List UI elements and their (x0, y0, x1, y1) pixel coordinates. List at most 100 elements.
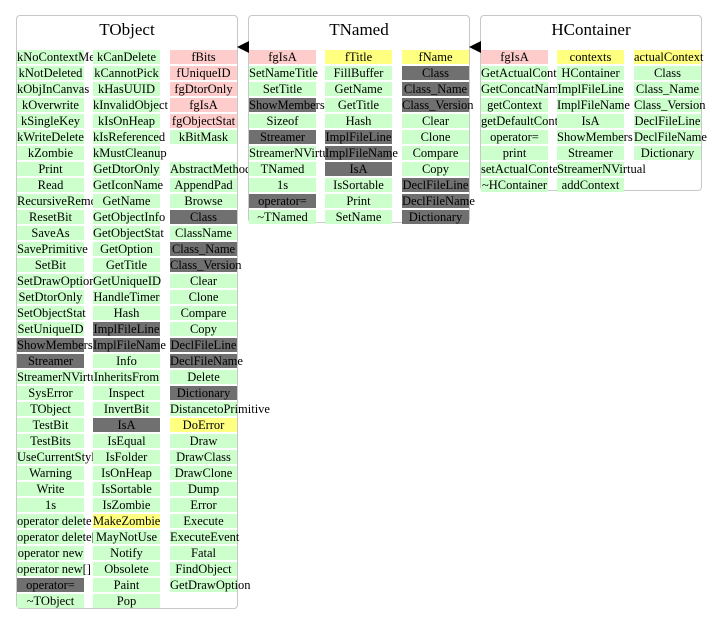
member-showmembers: ShowMembers (557, 130, 633, 144)
member-operator-delete: operator delete[] (17, 530, 100, 544)
member-draw: Draw (170, 434, 237, 448)
member-dictionary: Dictionary (170, 386, 237, 400)
member-tnamed: TNamed (249, 162, 316, 176)
member-implfilename: ImplFileName (557, 98, 630, 112)
member-fgisa: fgIsA (481, 50, 548, 64)
member-hcontainer: HContainer (557, 66, 624, 80)
member-dictionary: Dictionary (402, 210, 469, 224)
member-getuniqueid: GetUniqueID (93, 274, 162, 288)
member-implfileline: ImplFileLine (325, 130, 392, 144)
member-resetbit: ResetBit (17, 210, 84, 224)
member-inheritsfrom: InheritsFrom (93, 370, 160, 384)
member-isa: IsA (325, 162, 392, 176)
member-showmembers: ShowMembers (249, 98, 325, 112)
member-warning: Warning (17, 466, 84, 480)
member-funiqueid: fUniqueID (170, 66, 237, 80)
member-kbitmask: kBitMask (170, 130, 237, 144)
member-getoption: GetOption (93, 242, 160, 256)
member-copy: Copy (170, 322, 237, 336)
member-getobjectinfo: GetObjectInfo (93, 210, 166, 224)
member-notify: Notify (93, 546, 160, 560)
member-read: Read (17, 178, 84, 192)
member-class: Class (402, 66, 469, 80)
member-obsolete: Obsolete (93, 562, 160, 576)
member-delete: Delete (170, 370, 237, 384)
member-knocontextmenu: kNoContextMenu (17, 50, 108, 64)
member-setactualcontext: setActualContext (481, 162, 568, 176)
member-write: Write (17, 482, 84, 496)
member-distancetoprimitive: DistancetoPrimitive (170, 402, 270, 416)
member-handletimer: HandleTimer (93, 290, 160, 304)
member-appendpad: AppendPad (170, 178, 237, 192)
member-drawclass: DrawClass (170, 450, 237, 464)
member-implfilename: ImplFileName (325, 146, 398, 160)
member-syserror: SysError (17, 386, 84, 400)
member-issortable: IsSortable (325, 178, 392, 192)
member-implfilename: ImplFileName (93, 338, 166, 352)
member-streamernvirtual: StreamerNVirtual (249, 146, 338, 160)
member-operator: operator= (481, 130, 548, 144)
class-box-tobject: TObject kNoContextMenu kNotDeleted kObjInC… (16, 15, 270, 609)
member-testbits: TestBits (17, 434, 84, 448)
member-declfilename: DeclFileName (170, 354, 243, 368)
member-tnamed: ~TNamed (249, 210, 316, 224)
member-getconcatname: GetConcatName (481, 82, 565, 96)
member-compare: Compare (170, 306, 237, 320)
member-paint: Paint (93, 578, 160, 592)
member-setuniqueid: SetUniqueID (17, 322, 84, 336)
member-executeevent: ExecuteEvent (170, 530, 240, 544)
member-showmembers: ShowMembers (17, 338, 93, 352)
member-implfileline: ImplFileLine (93, 322, 160, 336)
member-class-version: Class_Version (402, 98, 474, 112)
member-kobjincanvas: kObjInCanvas (17, 82, 90, 96)
member-class-version: Class_Version (170, 258, 242, 272)
inheritance-arrow-tnamed-tobject (237, 41, 249, 53)
member-class-version: Class_Version (634, 98, 706, 112)
member-tobject: ~TObject (17, 594, 84, 608)
member-setname: SetName (325, 210, 392, 224)
member-gettitle: GetTitle (325, 98, 392, 112)
member-kwritedelete: kWriteDelete (17, 130, 84, 144)
member-declfileline: DeclFileLine (170, 338, 237, 352)
member-getdefaultcontext: getDefaultContext (481, 114, 574, 128)
member-operator: operator= (17, 578, 84, 592)
member-kzombie: kZombie (17, 146, 84, 160)
member-1s: 1s (17, 498, 84, 512)
member-dump: Dump (170, 482, 237, 496)
member-setdrawoption: SetDrawOption (17, 274, 96, 288)
member-streamernvirtual: StreamerNVirtual (17, 370, 106, 384)
member-class: Class (170, 210, 237, 224)
member-fgobjectstat: fgObjectStat (170, 114, 237, 128)
member-actualcontext: actualContext (634, 50, 704, 64)
member-declfileline: DeclFileLine (634, 114, 701, 128)
member-operator-new: operator new[] (17, 562, 91, 576)
member-contexts: contexts (557, 50, 624, 64)
member-copy: Copy (402, 162, 469, 176)
member-getobjectstat: GetObjectStat (93, 226, 164, 240)
class-title: TObject (99, 20, 155, 39)
member-fgisa: fgIsA (249, 50, 316, 64)
member-maynotuse: MayNotUse (93, 530, 160, 544)
member-kisonheap: kIsOnHeap (93, 114, 160, 128)
member-invertbit: InvertBit (93, 402, 160, 416)
member-print: print (481, 146, 548, 160)
member-doerror: DoError (170, 418, 237, 432)
member-kmustcleanup: kMustCleanup (93, 146, 167, 160)
member-error: Error (170, 498, 237, 512)
member-class: Class (634, 66, 701, 80)
member-kisreferenced: kIsReferenced (93, 130, 166, 144)
member-fbits: fBits (170, 50, 237, 64)
member-abstractmethod: AbstractMethod (170, 162, 252, 176)
member-compare: Compare (402, 146, 469, 160)
member-hash: Hash (93, 306, 160, 320)
member-kcandelete: kCanDelete (93, 50, 160, 64)
member-saveprimitive: SavePrimitive (17, 242, 88, 256)
member-fname: fName (402, 50, 469, 64)
member-testbit: TestBit (17, 418, 84, 432)
member-isonheap: IsOnHeap (93, 466, 160, 480)
member-implfileline: ImplFileLine (557, 82, 624, 96)
member-getdtoronly: GetDtorOnly (93, 162, 160, 176)
member-kcannotpick: kCannotPick (93, 66, 160, 80)
member-class-name: Class_Name (170, 242, 237, 256)
member-koverwrite: kOverwrite (17, 98, 84, 112)
